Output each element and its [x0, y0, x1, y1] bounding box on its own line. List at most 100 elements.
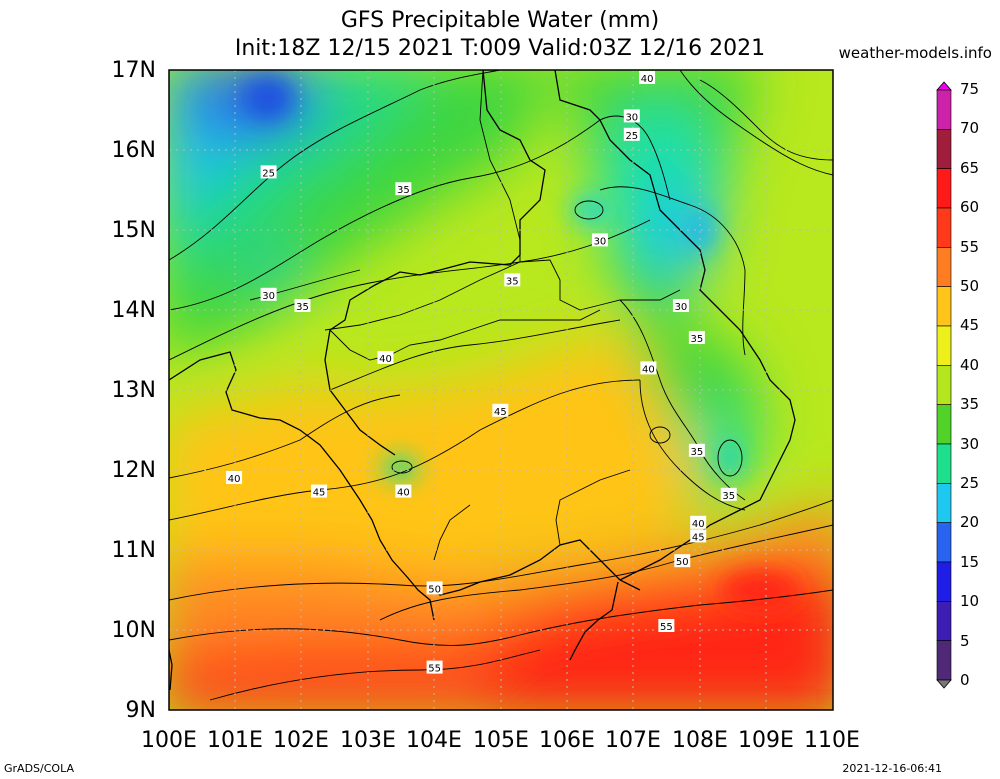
colorbar-label: 5 [960, 631, 970, 650]
contour-label: 35 [504, 273, 521, 287]
contour-label-text: 35 [691, 334, 704, 345]
lon-label-100e: 100E [141, 728, 197, 753]
colorbar-bottom-arrow [936, 679, 952, 689]
colorbar-label: 30 [960, 434, 980, 453]
footer-right: 2021-12-16-06:41 [842, 762, 942, 775]
lon-label-106e: 106E [539, 728, 595, 753]
colorbar-swatch [936, 207, 952, 248]
colorbar-label: 40 [960, 355, 980, 374]
contour-label: 40 [395, 484, 412, 499]
contour-label-text: 45 [692, 532, 705, 543]
contour-label: 55 [658, 619, 675, 633]
colorbar-label: 35 [960, 395, 980, 414]
contour-label-text: 40 [692, 519, 705, 530]
colorbar-swatch [936, 325, 952, 366]
colorbar-label: 65 [960, 158, 980, 177]
lon-label-104e: 104E [406, 728, 462, 753]
contour-label-text: 35 [691, 447, 704, 458]
contour-label: 30 [672, 299, 689, 313]
colorbar-label: 10 [960, 592, 980, 611]
contour-label-text: 40 [228, 474, 241, 485]
contour-label: 45 [311, 484, 328, 499]
contour-label: 55 [426, 660, 443, 675]
colorbar-label: 60 [960, 198, 980, 217]
contour-label: 30 [591, 233, 608, 247]
contour-label: 50 [674, 554, 691, 568]
colorbar-label: 50 [960, 277, 980, 295]
lat-label-16n: 16N [111, 138, 156, 163]
colorbar-swatch [936, 89, 952, 130]
contour-label: 40 [640, 361, 657, 375]
contour-label: 25 [260, 165, 277, 179]
colorbar-swatch [936, 483, 952, 523]
contour-label: 35 [688, 331, 705, 345]
colorbar-swatch [936, 286, 952, 327]
colorbar-swatch [936, 365, 952, 405]
colorbar-swatch [936, 522, 952, 563]
contour-label-text: 55 [428, 664, 441, 675]
colorbar-label: 15 [960, 552, 980, 571]
lat-label-10n: 10N [111, 618, 156, 643]
contour-label-text: 45 [313, 488, 326, 499]
lat-label-15n: 15N [111, 218, 156, 243]
colorbar-swatch [936, 168, 952, 209]
lon-label-105e: 105E [473, 728, 529, 753]
contour-label: 40 [690, 515, 707, 530]
contour-label-text: 35 [296, 302, 309, 313]
map-title: GFS Precipitable Water (mm) [340, 8, 660, 33]
colorbar-label: 0 [960, 671, 970, 689]
colorbar-label: 20 [960, 513, 980, 532]
lat-label-14n: 14N [111, 298, 156, 323]
credit-text: weather-models.info [838, 44, 992, 62]
footer-left: GrADS/COLA [4, 762, 74, 775]
colorbar-swatch [936, 404, 952, 445]
contour-label-text: 30 [675, 302, 688, 313]
colorbar-swatch [936, 247, 952, 287]
lat-label-17n: 17N [111, 58, 156, 83]
colorbar-label: 25 [960, 474, 980, 492]
colorbar-swatch [936, 129, 952, 169]
contour-label: 35 [395, 182, 412, 196]
colorbar-swatch [936, 640, 952, 681]
colorbar-label: 45 [960, 316, 980, 335]
contour-label: 45 [492, 403, 509, 418]
colorbar-swatch [936, 601, 952, 641]
lon-label-108e: 108E [672, 728, 728, 753]
colorbar-label: 55 [960, 237, 980, 256]
contour-label-text: 50 [428, 584, 441, 595]
contour-label-text: 25 [625, 131, 638, 142]
lon-label-107e: 107E [605, 728, 661, 753]
contour-label-text: 35 [506, 276, 519, 287]
graticule [169, 70, 833, 710]
contour-label-text: 35 [722, 491, 735, 502]
lat-label-11n: 11N [111, 538, 156, 563]
contour-label-text: 50 [676, 557, 689, 568]
contour-label: 45 [690, 529, 707, 543]
contour-label: 50 [426, 581, 443, 595]
colorbar-label: 70 [960, 119, 980, 138]
lon-label-110e: 110E [804, 728, 860, 753]
lon-label-102e: 102E [273, 728, 329, 753]
contour-label-text: 30 [262, 291, 275, 302]
colorbar-label: 75 [960, 80, 980, 98]
borders [324, 70, 681, 561]
contour-label: 40 [226, 471, 243, 485]
contour-label: 35 [294, 299, 311, 313]
lat-label-9n: 9N [125, 698, 156, 723]
contour-lines [169, 70, 833, 701]
contour-label: 30 [260, 287, 277, 302]
contour-label-text: 40 [642, 364, 655, 375]
contour-label-text: 45 [494, 407, 507, 418]
plot-frame [168, 69, 834, 711]
colorbar [936, 81, 952, 689]
contour-label-text: 25 [262, 168, 275, 179]
contour-label: 40 [639, 71, 656, 85]
lon-label-109e: 109E [738, 728, 794, 753]
contour-label: 35 [688, 443, 705, 458]
contour-label-text: 35 [397, 185, 410, 196]
contour-label-text: 40 [379, 354, 392, 365]
contour-label-text: 40 [641, 74, 654, 85]
colorbar-swatch [936, 561, 952, 602]
contour-label: 35 [720, 487, 737, 502]
